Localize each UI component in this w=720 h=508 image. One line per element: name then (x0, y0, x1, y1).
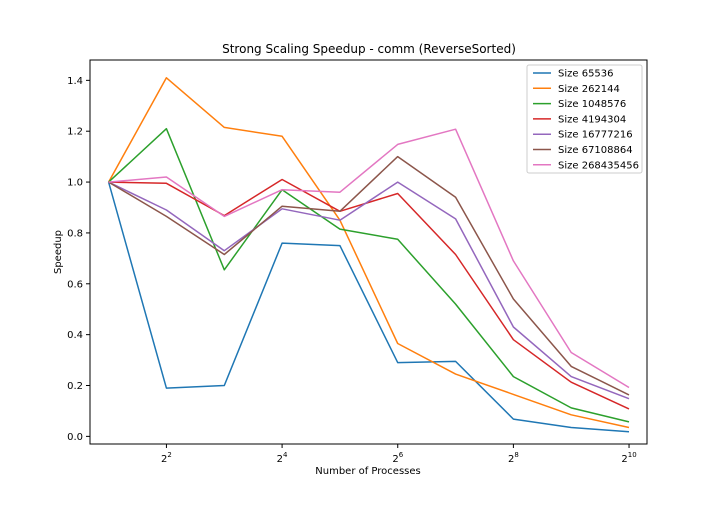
y-tick-label: 0.2 (67, 381, 83, 392)
x-tick-label: 28 (508, 451, 519, 465)
y-tick-label: 0.4 (67, 330, 83, 341)
y-axis-label: Speedup (53, 230, 64, 274)
x-tick-label: 26 (392, 451, 403, 465)
series-lines (107, 77, 630, 433)
plot-area-frame (89, 59, 648, 445)
y-tick-label: 1.2 (67, 127, 83, 138)
x-tick-label: 22 (161, 451, 172, 465)
y-tick-label: 0.8 (67, 228, 83, 239)
legend-label: Size 16777216 (558, 130, 633, 141)
legend-frame (526, 64, 643, 174)
x-tick-label: 210 (621, 451, 636, 465)
y-tick-label: 1.4 (67, 76, 83, 87)
x-axis-label: Number of Processes (315, 466, 420, 477)
series-line-size-262144 (107, 77, 630, 429)
legend-label: Size 262144 (558, 84, 620, 95)
y-tick-label: 1.0 (67, 178, 83, 189)
y-tick-label: 0.0 (67, 432, 83, 443)
y-tick-label: 0.6 (67, 279, 83, 290)
chart-title: Strong Scaling Speedup - comm (ReverseSo… (222, 42, 516, 56)
series-line-size-67108864 (108, 155, 630, 396)
x-tick-label: 24 (277, 451, 288, 465)
series-line-size-268435456 (108, 128, 630, 389)
legend-label: Size 67108864 (558, 145, 633, 156)
legend-label: Size 4194304 (558, 114, 626, 125)
legend: Size 65536 Size 262144 Size 1048576 Size 41… (526, 64, 643, 174)
legend-label: Size 268435456 (558, 160, 639, 171)
x-axis-ticks: 22 24 26 28 210 (161, 444, 637, 465)
series-line-size-4194304 (108, 178, 630, 410)
legend-label: Size 65536 (558, 69, 614, 80)
y-axis-ticks: 0.0 0.2 0.4 0.6 0.8 1.0 1.2 1.4 (67, 76, 90, 443)
legend-label: Size 1048576 (558, 99, 626, 110)
series-line-size-16777216 (108, 181, 630, 400)
series-line-size-65536 (107, 181, 630, 433)
